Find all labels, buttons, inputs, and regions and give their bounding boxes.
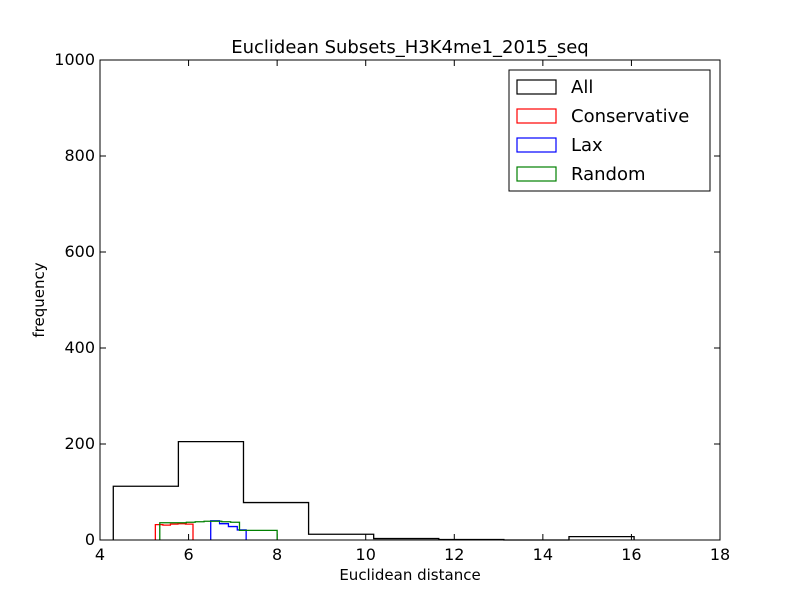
x-tick-label: 16 (621, 545, 641, 564)
y-tick-label: 1000 (54, 50, 95, 69)
series-random (159, 520, 278, 540)
y-tick-label: 0 (85, 530, 95, 549)
histogram-step-conservative (154, 523, 194, 540)
x-tick-label: 4 (95, 545, 105, 564)
x-tick-label: 6 (183, 545, 193, 564)
y-axis-label: frequency (30, 262, 48, 337)
legend-swatch (516, 137, 557, 153)
x-tick-label: 8 (272, 545, 282, 564)
legend-swatch (516, 108, 557, 124)
series-conservative (154, 523, 194, 540)
x-axis: 4 6 8 10 12 14 16 18 (95, 60, 730, 564)
legend-item-conservative: Conservative (516, 106, 689, 127)
x-tick-label: 10 (356, 545, 376, 564)
histogram-step-random (159, 520, 278, 540)
axes-frame (99, 59, 721, 541)
legend-item-lax: Lax (516, 135, 603, 156)
x-tick-label: 14 (533, 545, 553, 564)
series-all (112, 440, 635, 541)
x-tick-label: 12 (444, 545, 464, 564)
y-tick-label: 800 (64, 146, 95, 165)
legend-item-random: Random (516, 164, 646, 185)
y-tick-label: 400 (64, 338, 95, 357)
chart-title: Euclidean Subsets_H3K4me1_2015_seq (231, 37, 588, 58)
y-tick-label: 200 (64, 434, 95, 453)
legend-item-all: All (516, 77, 593, 98)
legend-swatch (516, 166, 557, 182)
legend-label: Random (571, 164, 646, 185)
x-tick-label: 18 (710, 545, 730, 564)
series-layer (112, 440, 635, 541)
legend-box (508, 69, 711, 192)
histogram-step-all (112, 440, 635, 541)
legend-label: All (571, 77, 593, 98)
legend-label: Conservative (571, 106, 689, 127)
x-axis-label: Euclidean distance (339, 566, 480, 584)
legend: All Conservative Lax Random (508, 69, 711, 192)
y-tick-label: 600 (64, 242, 95, 261)
legend-label: Lax (571, 135, 603, 156)
legend-swatch (516, 79, 557, 95)
y-axis: 0 200 400 600 800 1000 (54, 50, 720, 549)
